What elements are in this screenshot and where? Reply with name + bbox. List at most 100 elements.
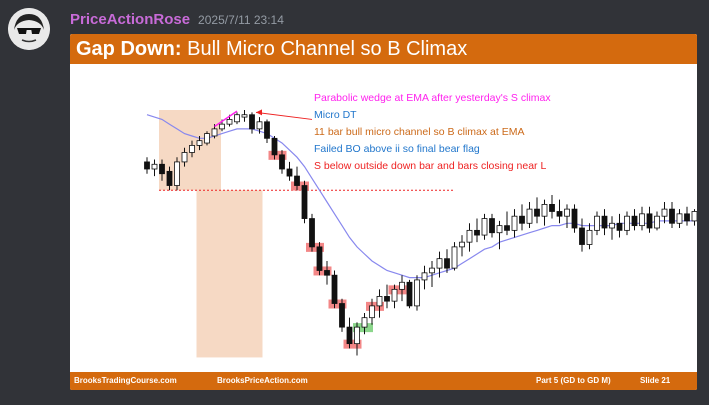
candle-body — [339, 303, 345, 328]
slide-title: Gap Down: Bull Micro Channel so B Climax — [70, 34, 697, 64]
candle-body — [601, 215, 608, 229]
footer-part: Part 5 (GD to GD M) — [536, 376, 611, 385]
candle-body — [264, 121, 270, 139]
candle-body — [144, 161, 150, 170]
candle-body — [361, 317, 368, 328]
candle-body — [421, 272, 428, 281]
candle-body — [294, 175, 300, 186]
candle-body — [676, 213, 683, 224]
candle-body — [541, 203, 548, 217]
candle-body — [211, 128, 218, 137]
wedge-line — [214, 110, 238, 128]
slide-title-rest: Bull Micro Channel so B Climax — [181, 38, 468, 60]
candle-body — [226, 119, 233, 125]
candle-body — [579, 227, 585, 245]
footer-left: BrooksTradingCourse.com — [74, 376, 177, 385]
candle-body — [391, 288, 398, 302]
candle-body — [429, 267, 435, 274]
candle-body — [594, 215, 600, 231]
candle-body — [249, 114, 255, 130]
sell-signal-box — [306, 242, 324, 252]
candle-body — [519, 215, 525, 224]
sell-signal-box — [366, 301, 384, 311]
sell-signal-box — [343, 339, 362, 349]
annotation-arrow — [255, 111, 313, 120]
candle-body — [384, 296, 390, 302]
candle-body — [661, 208, 668, 217]
timestamp: 2025/7/11 23:14 — [198, 13, 284, 27]
candle-body — [376, 296, 383, 307]
candle-body — [159, 163, 165, 175]
candle-body — [466, 229, 473, 243]
username[interactable]: PriceActionRose — [70, 11, 191, 28]
candle-body — [189, 145, 195, 153]
annotation-2: 11 bar bull micro channel so B climax at… — [314, 126, 525, 138]
candle-body — [631, 215, 638, 227]
candle-body — [534, 208, 540, 217]
candle-body — [369, 305, 375, 319]
candle-body — [181, 152, 188, 163]
candle-body — [406, 281, 413, 307]
candle-body — [684, 213, 690, 222]
buy-signal-box — [353, 323, 373, 333]
sell-signal-box — [291, 181, 309, 191]
price-chart — [144, 109, 697, 358]
candle-body — [234, 114, 240, 123]
candle-body — [609, 222, 615, 229]
candle-body — [309, 218, 315, 248]
candle-body — [166, 170, 173, 186]
candle-body — [331, 274, 338, 304]
user-avatar-icon — [8, 8, 50, 50]
slide-footer: BrooksTradingCourse.com BrooksPriceActio… — [70, 372, 697, 390]
candle-body — [564, 208, 570, 217]
candle-body — [511, 215, 518, 231]
annotation-1: Micro DT — [314, 109, 357, 121]
candle-body — [459, 241, 465, 248]
avatar[interactable] — [8, 8, 50, 50]
candle-body — [174, 161, 180, 186]
slide-image[interactable]: Gap Down: Bull Micro Channel so B Climax… — [70, 34, 697, 390]
candle-body — [504, 225, 510, 231]
sell-signal-box — [268, 150, 287, 160]
annotation-4: S below outside down bar and bars closin… — [314, 160, 547, 172]
candle-body — [669, 208, 675, 224]
candle-body — [436, 258, 443, 269]
sell-signal-box — [328, 299, 347, 309]
candle-body — [549, 203, 555, 212]
candle-body — [256, 121, 263, 130]
candle-body — [279, 154, 285, 170]
candle-body — [301, 185, 308, 219]
candle-body — [654, 215, 660, 229]
slide-title-bold: Gap Down: — [76, 38, 182, 60]
candle-body — [481, 218, 488, 236]
candle-body — [526, 208, 533, 224]
candle-body — [271, 137, 278, 156]
annotation-3: Failed BO above ii so final bear flag — [314, 143, 480, 155]
candle-body — [496, 225, 503, 234]
candle-body — [624, 215, 630, 231]
footer-slide: Slide 21 — [640, 376, 671, 385]
candle-body — [571, 208, 578, 229]
arrow-head-icon — [256, 109, 262, 116]
candle-body — [556, 211, 563, 217]
candle-body — [414, 279, 420, 307]
candle-body — [204, 133, 210, 144]
candle-body — [451, 246, 458, 269]
message-header: PriceActionRose 2025/7/11 23:14 — [70, 11, 284, 28]
candle-body — [346, 326, 353, 345]
candle-body — [196, 140, 203, 146]
candle-body — [286, 168, 293, 177]
candle-body — [444, 258, 450, 269]
candle-body — [646, 213, 653, 229]
candle-body — [586, 229, 593, 245]
candle-body — [354, 326, 360, 345]
candle-body — [219, 123, 225, 130]
sell-signal-box — [313, 266, 332, 276]
candle-body — [399, 281, 405, 290]
candle-body — [691, 211, 697, 222]
candle-body — [151, 163, 158, 170]
candle-body — [474, 229, 480, 236]
climax-shade-bottom — [196, 190, 263, 358]
candle-body — [316, 246, 323, 271]
candle-body — [639, 213, 645, 227]
